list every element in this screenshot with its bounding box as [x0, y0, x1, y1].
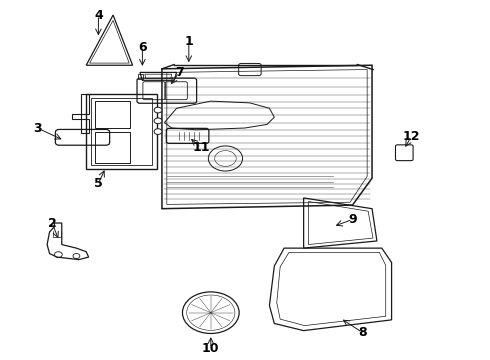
Text: 7: 7 [174, 66, 183, 79]
Circle shape [154, 107, 162, 113]
Text: 5: 5 [94, 177, 103, 190]
Text: 4: 4 [94, 9, 103, 22]
Text: 6: 6 [138, 41, 147, 54]
Text: 1: 1 [184, 35, 193, 49]
Text: 9: 9 [348, 213, 357, 226]
Text: 2: 2 [48, 216, 56, 230]
Circle shape [154, 129, 162, 134]
Text: 12: 12 [402, 130, 420, 144]
Text: 10: 10 [202, 342, 220, 355]
Text: 3: 3 [33, 122, 42, 135]
Circle shape [154, 118, 162, 124]
Text: 11: 11 [192, 141, 210, 154]
Text: 8: 8 [358, 326, 367, 339]
